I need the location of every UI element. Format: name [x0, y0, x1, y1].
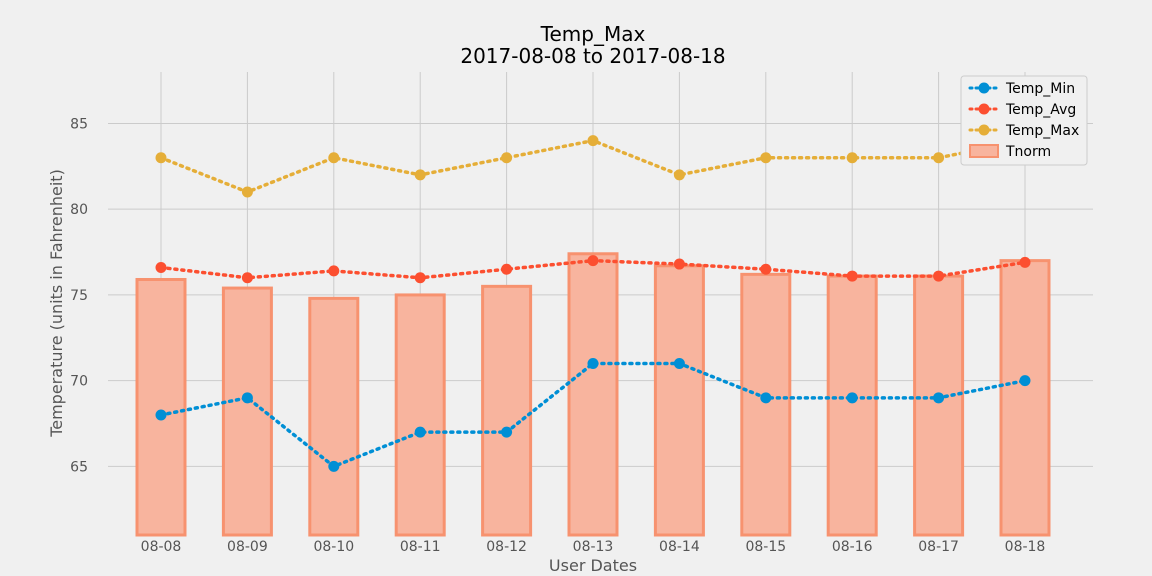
tnorm-bar: [394, 293, 446, 537]
series-marker: [846, 392, 858, 404]
series-marker: [241, 186, 253, 198]
y-tick-label: 65: [70, 459, 88, 475]
series-marker: [846, 152, 858, 164]
series-marker: [1019, 256, 1031, 268]
legend: Temp_Min Temp_Avg Temp_Max Tnorm: [960, 75, 1088, 166]
series-marker: [241, 392, 253, 404]
legend-label: Tnorm: [1005, 144, 1051, 160]
legend-marker: [978, 124, 990, 136]
series-marker: [933, 392, 945, 404]
series-marker: [241, 272, 253, 284]
legend-marker: [978, 82, 990, 94]
series-marker: [155, 261, 167, 273]
tnorm-bar: [740, 272, 792, 537]
series-marker: [673, 169, 685, 181]
series-marker: [587, 135, 599, 147]
series-marker: [587, 358, 599, 370]
legend-swatch: [969, 144, 999, 158]
x-tick-label: 08-14: [659, 539, 700, 555]
x-tick-label: 08-09: [227, 539, 268, 555]
tnorm-bar: [567, 252, 619, 537]
series-marker: [414, 272, 426, 284]
series-line: [159, 361, 1027, 469]
series-marker: [1019, 375, 1031, 387]
legend-label: Temp_Max: [1005, 123, 1079, 139]
y-tick-label: 85: [70, 116, 88, 132]
x-tick-label: 08-17: [918, 539, 959, 555]
series-marker: [587, 255, 599, 267]
x-tick-label: 08-16: [832, 539, 873, 555]
y-tick-label: 75: [70, 288, 88, 304]
series-marker: [414, 426, 426, 438]
tnorm-bar: [481, 284, 533, 537]
series-marker: [414, 169, 426, 181]
legend-label: Temp_Avg: [1005, 102, 1076, 118]
tnorm-bar: [913, 274, 965, 537]
x-tick-label: 08-11: [400, 539, 441, 555]
legend-label: Temp_Min: [1005, 81, 1075, 97]
tnorm-bar: [826, 274, 878, 537]
x-tick-label: 08-18: [1005, 539, 1046, 555]
tnorm-bar: [135, 277, 187, 537]
series-marker: [933, 270, 945, 282]
series-marker: [673, 258, 685, 270]
series-marker: [673, 358, 685, 370]
y-tick-labels: 65 70 75 80 85: [70, 116, 88, 475]
x-tick-label: 08-13: [573, 539, 614, 555]
x-tick-label: 08-10: [313, 539, 354, 555]
legend-box: [960, 75, 1088, 166]
legend-marker: [978, 103, 990, 115]
x-tick-label: 08-15: [745, 539, 786, 555]
tnorm-bars: [135, 252, 1051, 537]
series-marker: [501, 426, 513, 438]
x-tick-label: 08-08: [141, 539, 182, 555]
tnorm-bar: [308, 296, 360, 537]
x-axis-label: User Dates: [549, 556, 637, 575]
series-marker: [155, 409, 167, 421]
series-marker: [155, 152, 167, 164]
chart-subtitle: 2017-08-08 to 2017-08-18: [460, 44, 725, 68]
tnorm-bar: [999, 259, 1051, 537]
x-tick-label: 08-12: [486, 539, 527, 555]
series-marker: [328, 152, 340, 164]
tnorm-bar: [221, 286, 273, 537]
y-tick-label: 80: [70, 202, 88, 218]
series-marker: [846, 270, 858, 282]
tnorm-bar: [653, 264, 705, 537]
series-marker: [760, 263, 772, 275]
series-marker: [501, 263, 513, 275]
chart-title: Temp_Max: [540, 22, 646, 46]
series-marker: [328, 460, 340, 472]
series-marker: [328, 265, 340, 277]
series-marker: [501, 152, 513, 164]
x-tick-labels: 08-08 08-09 08-10 08-11 08-12 08-13 08-14 08-15…: [141, 539, 1046, 555]
y-tick-label: 70: [70, 374, 88, 390]
series-marker: [760, 392, 772, 404]
y-axis-label: Temperature (units in Fahrenheit): [47, 169, 66, 438]
series-marker: [760, 152, 772, 164]
series-marker: [933, 152, 945, 164]
